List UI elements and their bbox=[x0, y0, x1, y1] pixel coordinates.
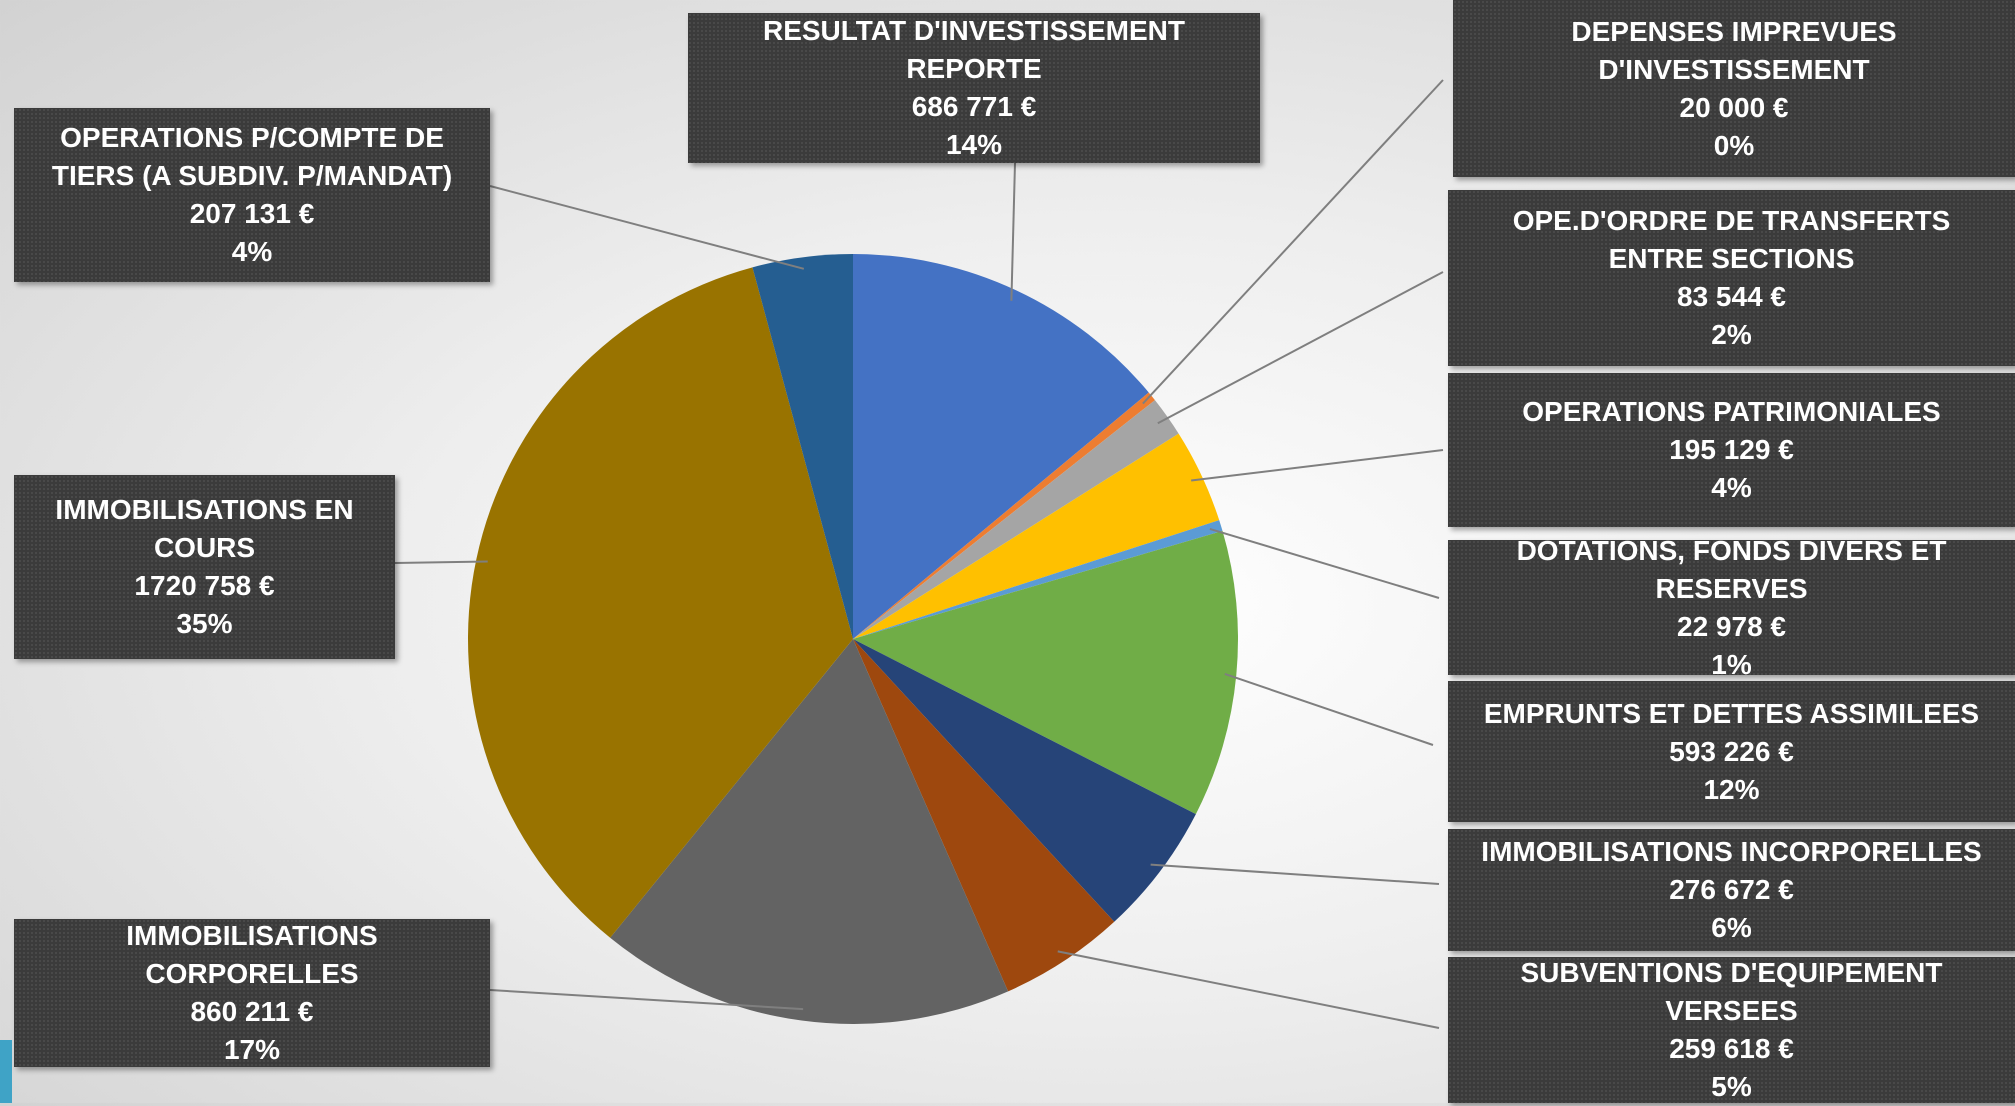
label-value: 20 000 € bbox=[1679, 91, 1789, 123]
label-name: IMMOBILISATIONS INCORPORELLES bbox=[1481, 836, 1982, 867]
pie-slice bbox=[853, 530, 1238, 815]
edge-accent bbox=[0, 1040, 12, 1103]
data-label: RESULTAT D'INVESTISSEMENT REPORTE 686 771… bbox=[688, 13, 1260, 163]
data-label: OPERATIONS PATRIMONIALES 195 129 € 4% bbox=[1448, 373, 2015, 527]
leader-line bbox=[1150, 863, 1440, 885]
leader-line bbox=[1157, 271, 1444, 425]
label-name: EMPRUNTS ET DETTES ASSIMILEES bbox=[1483, 697, 1980, 729]
label-percent: 17% bbox=[223, 1034, 281, 1065]
label-percent: 14% bbox=[945, 129, 1003, 160]
data-label: DOTATIONS, FONDS DIVERS ET RESERVES 22 97… bbox=[1448, 535, 2015, 680]
label-percent: 0% bbox=[1713, 129, 1755, 161]
label-percent: 12% bbox=[1703, 773, 1760, 805]
label-value: 276 672 € bbox=[1669, 874, 1794, 905]
label-value: 22 978 € bbox=[1677, 610, 1786, 642]
leader-line bbox=[489, 185, 805, 270]
leader-line bbox=[1057, 950, 1440, 1029]
data-label: OPE.D'ORDRE DE TRANSFERTS ENTRE SECTIONS… bbox=[1448, 190, 2015, 366]
label-name: DEPENSES IMPREVUES D'INVESTISSEMENT bbox=[1571, 15, 1897, 85]
label-percent: 1% bbox=[1711, 648, 1752, 680]
pie-slice bbox=[853, 639, 1196, 922]
data-label: SUBVENTIONS D'EQUIPEMENT VERSEES 259 618 … bbox=[1448, 957, 2015, 1103]
label-value: 1720 758 € bbox=[134, 570, 275, 601]
pie-slice bbox=[853, 392, 1155, 639]
leader-line bbox=[394, 560, 488, 564]
label-name: DOTATIONS, FONDS DIVERS ET RESERVES bbox=[1516, 534, 1947, 604]
pie-slice bbox=[610, 639, 1009, 1024]
pie-slice bbox=[752, 254, 853, 639]
label-name: OPERATIONS P/COMPTE DE TIERS (A SUBDIV. … bbox=[51, 122, 453, 191]
data-label: OPERATIONS P/COMPTE DE TIERS (A SUBDIV. … bbox=[14, 108, 490, 282]
pie-slice bbox=[853, 433, 1220, 639]
label-name: OPE.D'ORDRE DE TRANSFERTS ENTRE SECTIONS bbox=[1512, 205, 1951, 274]
data-label: IMMOBILISATIONS EN COURS 1720 758 € 35% bbox=[14, 475, 395, 659]
leader-line bbox=[1209, 527, 1440, 599]
label-percent: 4% bbox=[1711, 472, 1752, 503]
data-label: DEPENSES IMPREVUES D'INVESTISSEMENT 20 00… bbox=[1453, 0, 2015, 177]
leader-line bbox=[1010, 162, 1016, 301]
data-label: IMMOBILISATIONS CORPORELLES 860 211 € 17% bbox=[14, 919, 490, 1067]
leader-line bbox=[1142, 79, 1444, 405]
label-name: IMMOBILISATIONS CORPORELLES bbox=[126, 920, 378, 989]
data-label: EMPRUNTS ET DETTES ASSIMILEES 593 226 € 12… bbox=[1448, 681, 2015, 822]
label-name: OPERATIONS PATRIMONIALES bbox=[1522, 396, 1941, 427]
label-percent: 4% bbox=[231, 236, 273, 267]
leader-line bbox=[1191, 449, 1444, 482]
pie-slice bbox=[853, 639, 1115, 992]
label-value: 207 131 € bbox=[189, 198, 315, 229]
pie-slice bbox=[853, 400, 1179, 639]
label-value: 860 211 € bbox=[190, 996, 314, 1027]
leader-line bbox=[1224, 673, 1434, 746]
label-percent: 2% bbox=[1711, 319, 1752, 350]
pie-slice bbox=[467, 267, 853, 938]
label-value: 195 129 € bbox=[1669, 434, 1794, 465]
label-value: 83 544 € bbox=[1677, 281, 1786, 312]
data-label: IMMOBILISATIONS INCORPORELLES 276 672 € 6% bbox=[1448, 829, 2015, 951]
label-percent: 35% bbox=[176, 608, 233, 639]
pie-slice bbox=[853, 254, 1149, 639]
label-percent: 5% bbox=[1711, 1071, 1752, 1102]
label-percent: 6% bbox=[1711, 912, 1752, 943]
label-name: RESULTAT D'INVESTISSEMENT REPORTE bbox=[762, 15, 1185, 84]
label-name: SUBVENTIONS D'EQUIPEMENT VERSEES bbox=[1520, 957, 1943, 1026]
label-value: 686 771 € bbox=[911, 91, 1037, 122]
label-value: 259 618 € bbox=[1669, 1033, 1794, 1064]
label-value: 593 226 € bbox=[1669, 735, 1794, 767]
label-name: IMMOBILISATIONS EN COURS bbox=[55, 494, 354, 563]
leader-line bbox=[489, 989, 804, 1011]
pie-slice bbox=[853, 520, 1223, 639]
